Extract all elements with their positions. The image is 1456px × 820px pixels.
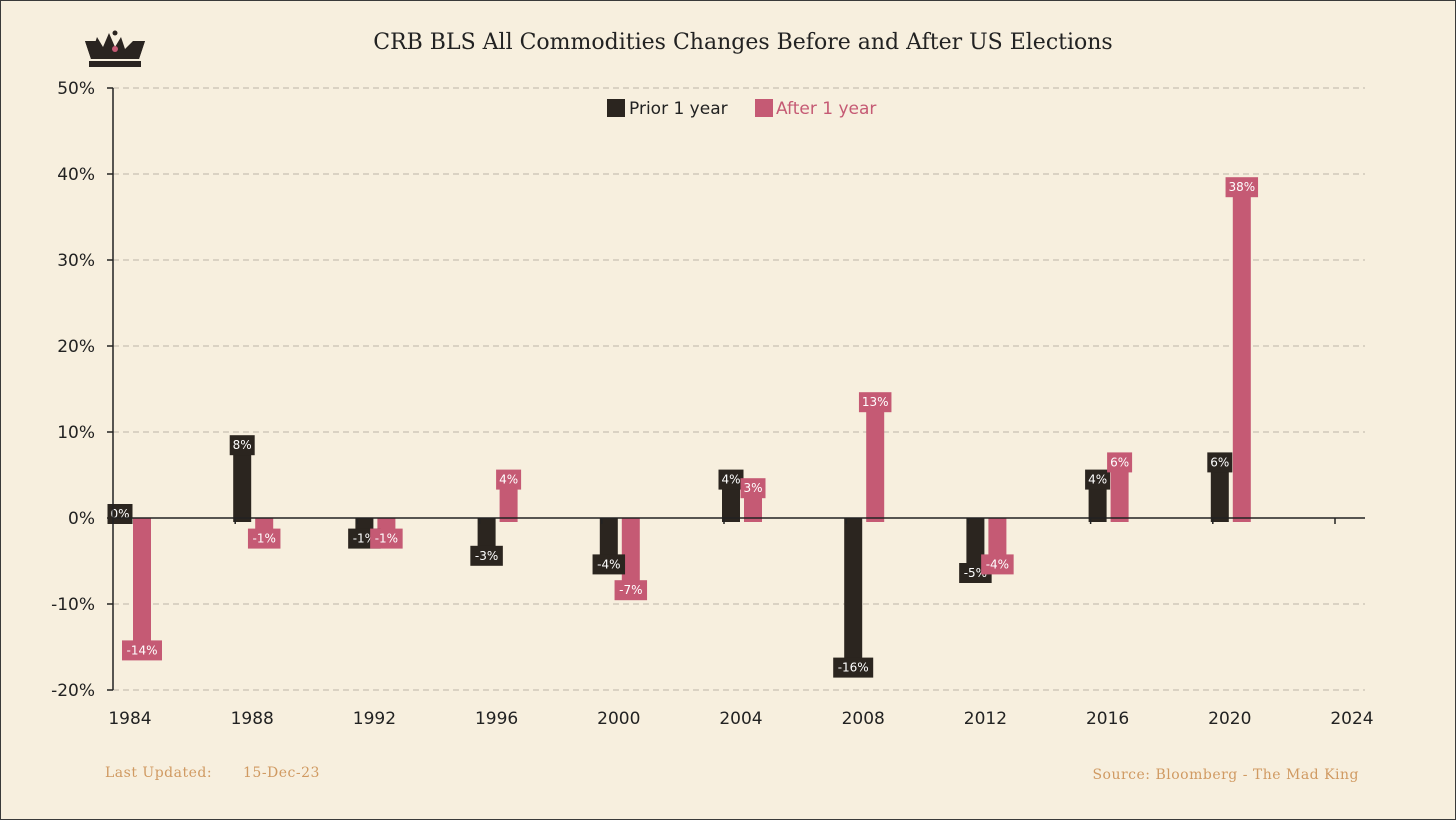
chart-title: CRB BLS All Commodities Changes Before a… [373, 30, 1112, 55]
data-label-after: -4% [986, 557, 1009, 571]
data-label-prior: 6% [1210, 455, 1229, 469]
legend: Prior 1 year After 1 year [607, 99, 876, 119]
data-label-after: -1% [253, 532, 276, 546]
bar-after [499, 483, 518, 522]
data-label-box-prior [1207, 452, 1233, 473]
y-tick-label: 20% [57, 337, 95, 357]
legend-swatch-prior [607, 99, 625, 117]
bar-after [988, 518, 1007, 557]
bar-after [255, 518, 274, 531]
bar-after [621, 518, 640, 583]
data-label-box-after [122, 640, 162, 661]
x-axis-ticks: 1984 1988 1992 1996 2000 2004 2008 2012 2016 2020… [108, 518, 1374, 729]
data-label-box-after [1107, 452, 1133, 473]
y-tick-label: -20% [51, 681, 95, 701]
data-label-prior: 4% [721, 473, 740, 487]
x-tick-label: 2020 [1208, 709, 1251, 729]
data-label-prior: 4% [1088, 473, 1107, 487]
y-tick-label: 0% [68, 509, 95, 529]
bar-after [744, 492, 762, 522]
data-label-box-prior [1085, 469, 1111, 490]
data-label-after: 3% [743, 481, 762, 495]
x-tick-label: 2004 [719, 709, 762, 729]
data-label-box-prior [592, 554, 626, 575]
bar-prior [477, 518, 496, 548]
data-label-after: -1% [375, 532, 398, 546]
y-tick-label: 50% [57, 79, 95, 99]
y-tick-label: -10% [51, 595, 95, 615]
bar-prior [966, 518, 985, 565]
data-label-box-after [740, 478, 766, 499]
bar-prior [599, 518, 618, 557]
crown-icon [85, 30, 145, 67]
bar-after [133, 518, 151, 643]
data-label-box-after [370, 528, 403, 549]
legend-label-prior: Prior 1 year [629, 99, 728, 119]
data-label-prior: 8% [233, 438, 252, 452]
data-label-after: 6% [1110, 455, 1129, 469]
data-label-box-prior [229, 435, 255, 456]
x-tick-label: 2008 [842, 709, 885, 729]
x-tick-label: 1992 [353, 709, 396, 729]
bar-after [866, 406, 885, 522]
legend-label-after: After 1 year [776, 99, 876, 119]
bar-prior [844, 518, 863, 660]
x-tick-label: 1988 [231, 709, 274, 729]
data-label-box-prior [718, 469, 744, 490]
x-tick-label: 2024 [1330, 709, 1373, 729]
legend-swatch-after [755, 99, 773, 117]
bar-prior [355, 518, 374, 531]
last-updated-label: Last Updated: [105, 765, 212, 781]
data-label-prior: -16% [838, 661, 869, 675]
bar-after [1110, 466, 1129, 522]
bars [111, 191, 1251, 660]
y-tick-label: 10% [57, 423, 95, 443]
data-label-box-prior [470, 545, 503, 566]
x-tick-label: 2000 [597, 709, 640, 729]
data-label-box-after [496, 469, 522, 490]
y-tick-label: 40% [57, 165, 95, 185]
y-axis-ticks: -20% -10% 0% 10% 20% 30% 40% 50% [51, 79, 113, 701]
data-label-box-after [981, 554, 1014, 575]
data-label-prior: -4% [597, 557, 620, 571]
data-label-box-after [1225, 177, 1259, 198]
bar-prior [233, 449, 252, 522]
y-tick-label: 30% [57, 251, 95, 271]
last-updated-value: 15-Dec-23 [243, 765, 320, 781]
data-label-after: 4% [499, 473, 518, 487]
bar-prior [1210, 466, 1229, 522]
bar-prior [1088, 483, 1107, 522]
data-label-after: 13% [862, 395, 889, 409]
data-label-box-after [247, 528, 281, 549]
data-label-after: -14% [126, 643, 157, 657]
source-note: Source: Bloomberg - The Mad King [1092, 767, 1359, 783]
data-label-after: -7% [619, 583, 642, 597]
x-tick-label: 1996 [475, 709, 518, 729]
data-label-box-after [614, 580, 648, 601]
data-label-box-prior [833, 657, 874, 678]
grid-lines [113, 87, 1365, 691]
bar-after [1232, 191, 1251, 522]
data-label-box-after [858, 392, 892, 413]
bar-after [377, 518, 396, 531]
bar-prior [722, 483, 740, 522]
data-label-after: 38% [1228, 180, 1255, 194]
x-tick-label: 2016 [1086, 709, 1129, 729]
data-labels: 0%8%-1%-3%-4%4%-16%-5%4%6%-14%-1% -1%4%-7… [107, 177, 1259, 678]
x-tick-label: 1984 [108, 709, 151, 729]
data-label-prior: -3% [475, 549, 498, 563]
x-tick-label: 2012 [964, 709, 1007, 729]
